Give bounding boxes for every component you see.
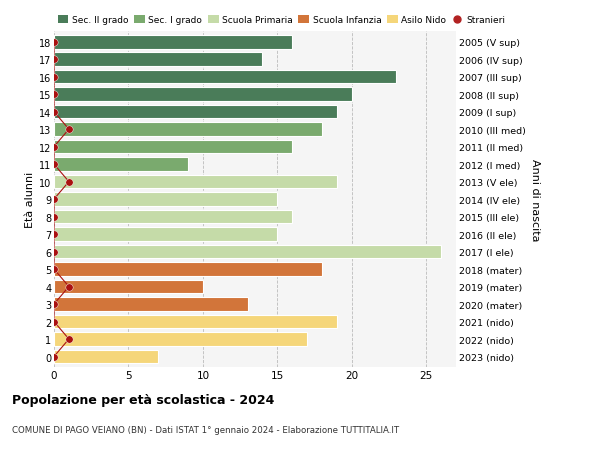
Point	[64, 126, 74, 134]
Y-axis label: Età alunni: Età alunni	[25, 172, 35, 228]
Bar	[54, 280, 203, 294]
Y-axis label: Anni di nascita: Anni di nascita	[530, 158, 540, 241]
Bar	[54, 158, 188, 172]
Point	[49, 318, 59, 325]
Point	[49, 161, 59, 168]
Point	[49, 109, 59, 116]
Bar	[54, 140, 292, 154]
Bar	[54, 106, 337, 119]
Point	[64, 179, 74, 186]
Point	[49, 213, 59, 221]
Point	[49, 39, 59, 46]
Point	[49, 353, 59, 360]
Point	[64, 336, 74, 343]
Bar	[54, 123, 322, 137]
Point	[49, 196, 59, 203]
Point	[49, 231, 59, 238]
Point	[49, 266, 59, 273]
Bar	[54, 297, 248, 311]
Point	[49, 301, 59, 308]
Point	[49, 248, 59, 256]
Point	[49, 91, 59, 99]
Bar	[54, 228, 277, 241]
Point	[64, 283, 74, 291]
Text: COMUNE DI PAGO VEIANO (BN) - Dati ISTAT 1° gennaio 2024 - Elaborazione TUTTITALI: COMUNE DI PAGO VEIANO (BN) - Dati ISTAT …	[12, 425, 399, 434]
Bar	[54, 71, 397, 84]
Point	[49, 74, 59, 81]
Bar	[54, 315, 337, 329]
Bar	[54, 350, 158, 364]
Text: Popolazione per età scolastica - 2024: Popolazione per età scolastica - 2024	[12, 393, 274, 406]
Point	[49, 56, 59, 64]
Point	[49, 144, 59, 151]
Legend: Sec. II grado, Sec. I grado, Scuola Primaria, Scuola Infanzia, Asilo Nido, Stran: Sec. II grado, Sec. I grado, Scuola Prim…	[54, 12, 509, 29]
Bar	[54, 53, 262, 67]
Bar	[54, 36, 292, 50]
Bar	[54, 245, 441, 259]
Bar	[54, 88, 352, 102]
Bar	[54, 210, 292, 224]
Bar	[54, 332, 307, 346]
Bar	[54, 193, 277, 207]
Bar	[54, 175, 337, 189]
Bar	[54, 263, 322, 276]
